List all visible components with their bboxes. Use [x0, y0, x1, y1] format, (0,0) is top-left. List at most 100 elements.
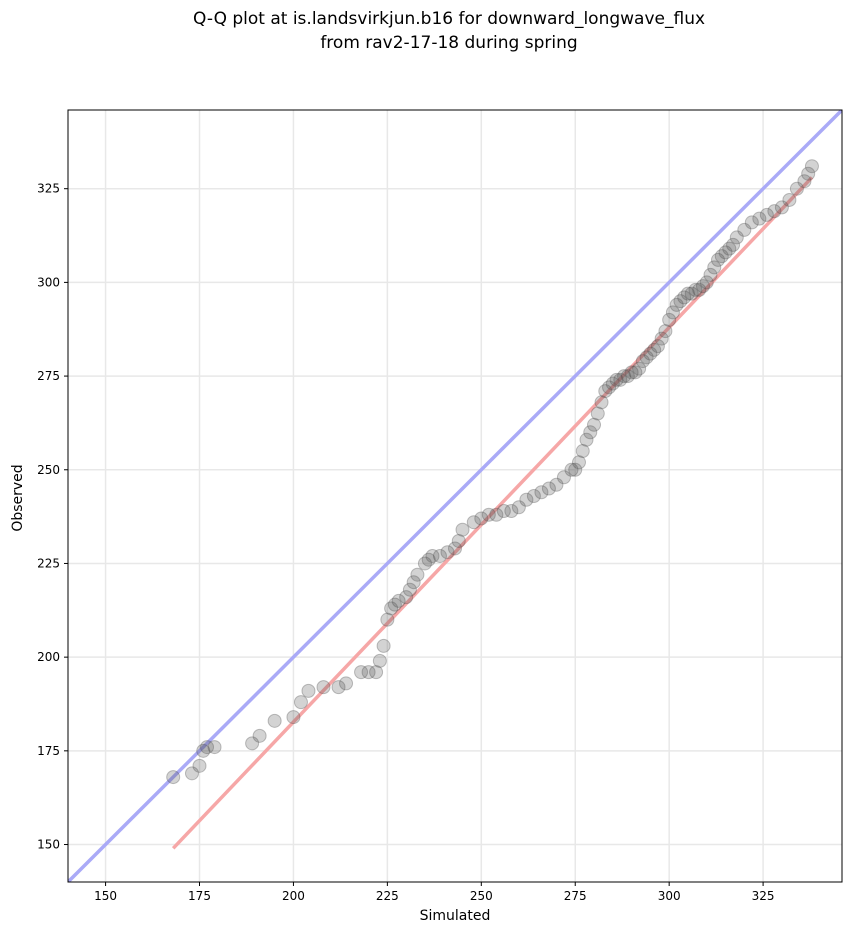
y-tick-label: 200 — [37, 650, 60, 664]
qq-point — [489, 507, 504, 522]
qq-point — [564, 462, 579, 477]
qq-point — [605, 376, 620, 391]
fit-line — [171, 176, 814, 850]
qq-point — [688, 282, 703, 297]
qq-point — [301, 683, 316, 698]
qq-point — [804, 159, 819, 174]
qq-point — [384, 601, 399, 616]
qq-point — [451, 533, 466, 548]
y-tick-label: 300 — [37, 275, 60, 289]
qq-point — [782, 192, 797, 207]
x-tick-label: 175 — [188, 889, 211, 903]
qq-point — [628, 365, 643, 380]
qq-point — [587, 417, 602, 432]
qq-point — [579, 432, 594, 447]
qq-point — [568, 462, 583, 477]
qq-point — [669, 297, 684, 312]
qq-point — [714, 249, 729, 264]
qq-point — [166, 770, 181, 785]
x-tick-label: 275 — [564, 889, 587, 903]
qq-point — [331, 680, 346, 695]
qq-point — [402, 582, 417, 597]
x-tick-label: 300 — [658, 889, 681, 903]
qq-point — [650, 339, 665, 354]
qq-point — [380, 612, 395, 627]
title-line-2: from rav2-17-18 during spring — [320, 33, 577, 53]
qq-point — [286, 710, 301, 725]
qq-point — [316, 680, 331, 695]
qq-point — [252, 728, 267, 743]
qq-point — [541, 481, 556, 496]
data-points — [166, 159, 819, 785]
y-tick-label: 225 — [37, 556, 60, 570]
y-axis-label: Observed — [10, 464, 26, 531]
qq-point — [620, 369, 635, 384]
qq-point — [707, 260, 722, 275]
qq-point — [200, 740, 215, 755]
qq-point — [440, 545, 455, 560]
qq-point — [665, 305, 680, 320]
qq-point — [744, 215, 759, 230]
y-tick-label: 325 — [37, 182, 60, 196]
y-tick-label: 275 — [37, 369, 60, 383]
qq-point — [387, 597, 402, 612]
qq-point — [504, 503, 519, 518]
x-tick-label: 150 — [94, 889, 117, 903]
qq-point — [432, 548, 447, 563]
title-line-1: Q-Q plot at is.landsvirkjun.b16 for down… — [193, 9, 705, 29]
qq-point — [752, 211, 767, 226]
qq-point — [556, 470, 571, 485]
qq-point — [699, 275, 714, 290]
qq-point — [774, 200, 789, 215]
qq-point — [571, 455, 586, 470]
qq-point — [425, 548, 440, 563]
qq-point — [711, 252, 726, 267]
qq-point — [598, 384, 613, 399]
x-tick-label: 200 — [282, 889, 305, 903]
qq-point — [207, 740, 222, 755]
qq-point — [549, 477, 564, 492]
qq-point — [718, 245, 733, 260]
qq-point — [410, 567, 425, 582]
qq-point — [658, 324, 673, 339]
qq-point — [789, 181, 804, 196]
qq-point — [643, 346, 658, 361]
qq-point — [293, 695, 308, 710]
qq-point — [617, 369, 632, 384]
qq-point — [466, 515, 481, 530]
axis-ticks: 150 175 200 225 250 275 300 325 150 175 200 225 250 2… — [37, 182, 774, 903]
qq-point — [729, 230, 744, 245]
qq-point — [421, 552, 436, 567]
x-axis-label: Simulated — [420, 908, 491, 924]
qq-point — [583, 425, 598, 440]
qq-point — [590, 406, 605, 421]
y-tick-label: 250 — [37, 463, 60, 477]
qq-point — [654, 331, 669, 346]
chart-title: Q-Q plot at is.landsvirkjun.b16 for down… — [193, 9, 705, 53]
qq-point — [609, 372, 624, 387]
qq-point — [474, 511, 489, 526]
qq-point — [245, 736, 260, 751]
qq-point — [372, 653, 387, 668]
qq-point — [767, 204, 782, 219]
qq-point — [797, 174, 812, 189]
qq-point — [354, 665, 369, 680]
qq-point — [406, 575, 421, 590]
qq-point — [801, 166, 816, 181]
qq-point — [526, 489, 541, 503]
qq-point — [267, 713, 282, 728]
qq-point — [496, 503, 511, 518]
x-tick-label: 225 — [376, 889, 399, 903]
qq-point — [680, 286, 695, 301]
qq-point — [575, 444, 590, 459]
qq-point — [339, 676, 354, 691]
qq-point — [184, 766, 199, 781]
gridlines — [68, 110, 842, 882]
qq-point — [722, 241, 737, 256]
qq-point — [519, 492, 534, 507]
qq-point — [677, 290, 692, 305]
qq-point — [455, 522, 470, 537]
plot-frame — [67, 109, 843, 883]
qq-point — [639, 350, 654, 365]
